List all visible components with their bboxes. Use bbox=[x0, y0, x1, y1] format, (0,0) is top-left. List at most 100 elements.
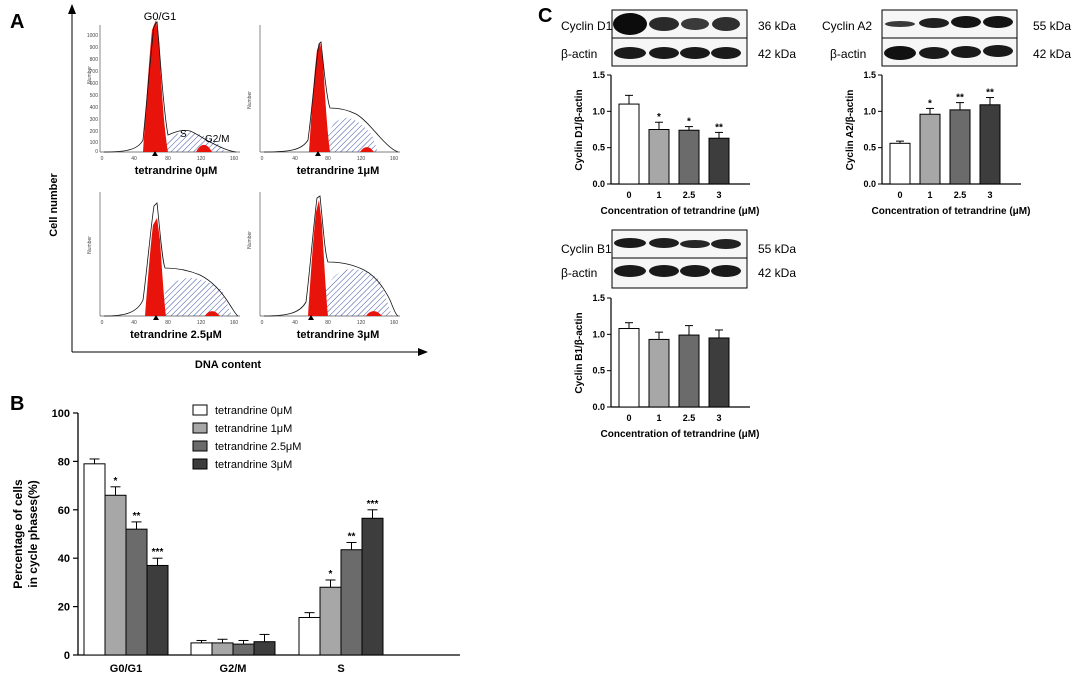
hist-0-ytick-500: 500 bbox=[90, 93, 99, 99]
blot-a2-protein-kda: 55 kDa bbox=[1033, 19, 1071, 33]
histogram-2.5uM: Number 0 40 80 120 160 tetrandrine 2.5μM bbox=[87, 192, 240, 341]
blot-a2-protein-label: Cyclin A2 bbox=[822, 19, 872, 33]
c-xtick-label: 2.5 bbox=[683, 190, 696, 200]
c-bar bbox=[678, 129, 700, 185]
c-ylabel: Cyclin B1/β-actin bbox=[574, 312, 585, 393]
b-bar bbox=[253, 641, 276, 656]
hist-2-g2-peak bbox=[205, 311, 220, 316]
blot-a2-actin-band bbox=[884, 46, 916, 60]
c-xtick-label: 3 bbox=[716, 413, 721, 423]
panel-a-label: A bbox=[10, 11, 24, 33]
c-xtick-label: 2.5 bbox=[683, 413, 696, 423]
c-ytick-label: 0.0 bbox=[592, 402, 605, 412]
blot-b1-band bbox=[649, 238, 679, 248]
hist-3-xtick: 120 bbox=[357, 320, 366, 326]
b-bar bbox=[125, 528, 148, 656]
b-bar bbox=[211, 642, 234, 656]
b-bar bbox=[104, 494, 127, 656]
hist-0-g0g1-label: G0/G1 bbox=[144, 11, 176, 23]
hist-1-xtick: 120 bbox=[357, 156, 366, 162]
blot-d1-band bbox=[649, 17, 679, 31]
b-bar bbox=[83, 463, 106, 656]
hist-0-ylabel: Number bbox=[87, 66, 93, 84]
hist-1-s-phase bbox=[322, 117, 378, 152]
blot-d1-actin-band bbox=[680, 47, 710, 59]
b-ytick-label: 60 bbox=[58, 505, 70, 517]
hist-2-caption: tetrandrine 2.5μM bbox=[130, 329, 222, 341]
hist-0-outline bbox=[103, 20, 237, 153]
b-significance: * bbox=[329, 569, 333, 580]
c-xtick-label: 2.5 bbox=[954, 190, 967, 200]
c-xtick-label: 3 bbox=[987, 190, 992, 200]
hist-1-outline bbox=[263, 41, 399, 153]
hist-3-marker bbox=[308, 315, 314, 320]
blot-d1-actin-band bbox=[711, 47, 741, 59]
c-significance: * bbox=[687, 117, 691, 128]
c-xlabel: Concentration of tetrandrine (μM) bbox=[872, 206, 1031, 217]
b-bar bbox=[190, 642, 213, 656]
hist-0-ytick-700: 700 bbox=[90, 69, 99, 75]
histogram-3uM: Number 0 40 80 120 160 tetrandrine 3μM bbox=[247, 192, 400, 341]
c-ytick-label: 1.5 bbox=[592, 70, 605, 80]
blot-b1-actin-kda: 42 kDa bbox=[758, 266, 796, 280]
b-ytick-label: 80 bbox=[58, 456, 70, 468]
hist-0-xtick: 40 bbox=[131, 156, 137, 162]
b-significance: *** bbox=[367, 499, 379, 510]
c-bar bbox=[618, 103, 640, 185]
blot-d1-actin-label: β-actin bbox=[561, 47, 597, 61]
hist-1-xtick: 40 bbox=[292, 156, 298, 162]
c-bar bbox=[648, 338, 670, 408]
c-bar bbox=[949, 109, 971, 185]
c-xtick-label: 1 bbox=[927, 190, 932, 200]
hist-0-ytick-300: 300 bbox=[90, 117, 99, 123]
hist-1-xtick: 160 bbox=[390, 156, 399, 162]
b-bar bbox=[232, 643, 255, 656]
b-legend-label: tetrandrine 2.5μM bbox=[215, 441, 301, 453]
c-bar bbox=[618, 328, 640, 408]
hist-1-g1-peak bbox=[309, 42, 330, 152]
b-xtick-label: S bbox=[337, 663, 344, 675]
c-xtick-label: 0 bbox=[626, 190, 631, 200]
b-significance: *** bbox=[152, 547, 164, 558]
b-ytick-label: 40 bbox=[58, 553, 70, 565]
hist-0-ytick-100: 100 bbox=[90, 140, 99, 146]
c-xtick-label: 1 bbox=[656, 413, 661, 423]
hist-0-xtick: 0 bbox=[101, 156, 104, 162]
hist-3-xtick: 80 bbox=[325, 320, 331, 326]
blot-b1-actin-band bbox=[711, 265, 741, 277]
hist-2-s-phase bbox=[158, 277, 232, 316]
hist-3-xtick: 160 bbox=[390, 320, 399, 326]
hist-0-ytick-900: 900 bbox=[90, 45, 99, 51]
c-ytick-label: 1.0 bbox=[592, 329, 605, 339]
b-legend-swatch bbox=[192, 458, 208, 470]
b-significance: ** bbox=[133, 511, 141, 522]
blot-b1-actin-label: β-actin bbox=[561, 266, 597, 280]
c-ytick-label: 0.5 bbox=[592, 143, 605, 153]
hist-0-ytick-800: 800 bbox=[90, 57, 99, 63]
c-ytick-label: 0.5 bbox=[592, 366, 605, 376]
hist-2-xtick: 0 bbox=[101, 320, 104, 326]
c-xlabel: Concentration of tetrandrine (μM) bbox=[601, 429, 760, 440]
cyclin-a2-chart: 0.0 0.5 1.0 1.5 Cyclin A2/β-actin 0 * 1 ** 2.5 ** 3… bbox=[845, 70, 1030, 217]
hist-3-ylabel: Number bbox=[247, 231, 253, 249]
b-significance: ** bbox=[348, 531, 356, 542]
c-significance: ** bbox=[986, 88, 994, 99]
hist-0-ytick-400: 400 bbox=[90, 105, 99, 111]
blot-b1-actin-band bbox=[649, 265, 679, 277]
b-legend-label: tetrandrine 0μM bbox=[215, 405, 292, 417]
blot-d1-band bbox=[681, 18, 709, 30]
b-xtick-label: G0/G1 bbox=[110, 663, 142, 675]
hist-3-xtick: 40 bbox=[292, 320, 298, 326]
hist-0-ytick-1000: 1000 bbox=[87, 33, 98, 39]
b-bar bbox=[340, 549, 363, 656]
hist-2-marker bbox=[153, 315, 159, 320]
c-xtick-label: 0 bbox=[897, 190, 902, 200]
blot-b1-protein-label: Cyclin B1 bbox=[561, 242, 612, 256]
blot-d1-band bbox=[613, 13, 647, 35]
c-bar bbox=[648, 129, 670, 185]
c-ytick-label: 0.0 bbox=[863, 179, 876, 189]
blot-a2-band bbox=[951, 16, 981, 28]
hist-2-outline bbox=[103, 202, 239, 317]
hist-0-g2m-label: G2/M bbox=[205, 134, 229, 145]
